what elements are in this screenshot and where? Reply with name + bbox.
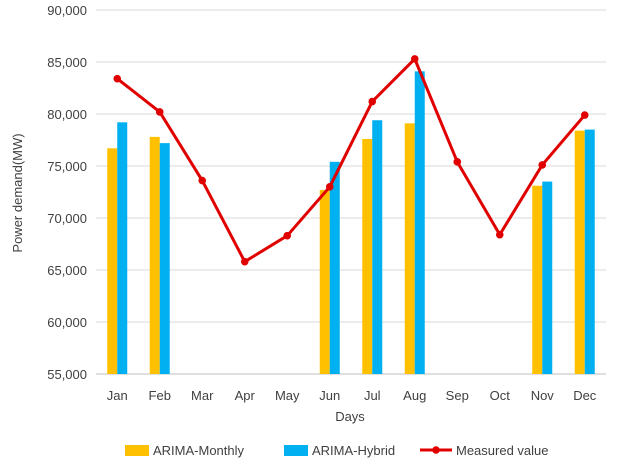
x-tick-label: Mar bbox=[191, 388, 214, 403]
y-tick-label: 80,000 bbox=[47, 107, 87, 122]
line-point bbox=[538, 161, 547, 169]
legend-label-measured-value: Measured value bbox=[456, 443, 549, 458]
line-point bbox=[368, 97, 377, 106]
bar-arima-hybrid bbox=[372, 120, 383, 375]
y-tick-label: 55,000 bbox=[47, 367, 87, 382]
x-tick-label: Aug bbox=[403, 388, 426, 403]
line-point bbox=[325, 183, 334, 191]
x-tick-label: Oct bbox=[490, 388, 511, 403]
y-tick-label: 85,000 bbox=[47, 55, 87, 70]
bar-arima-hybrid bbox=[414, 71, 425, 375]
x-axis-title: Days bbox=[335, 409, 365, 424]
line-point bbox=[113, 74, 122, 83]
grid-layer bbox=[96, 9, 606, 375]
legend: ARIMA-Monthly ARIMA-Hybrid Measured value bbox=[125, 443, 549, 458]
bar-arima-monthly bbox=[404, 123, 415, 374]
y-tick-label: 70,000 bbox=[47, 211, 87, 226]
y-tick-label: 65,000 bbox=[47, 263, 87, 278]
x-tick-label: Apr bbox=[235, 388, 256, 403]
bar-arima-hybrid bbox=[542, 181, 553, 374]
line-point bbox=[155, 108, 164, 116]
y-tick-label: 60,000 bbox=[47, 315, 87, 330]
bar-arima-monthly bbox=[574, 130, 585, 374]
x-tick-label: Jan bbox=[107, 388, 128, 403]
x-tick-label: Feb bbox=[149, 388, 171, 403]
series-line-measured-value bbox=[116, 57, 586, 264]
y-axis-title: Power demand(MW) bbox=[10, 133, 25, 252]
bar-arima-monthly bbox=[362, 138, 373, 374]
x-tick-label: Jun bbox=[319, 388, 340, 403]
legend-marker-measured-value bbox=[432, 446, 440, 454]
x-tick-label: Nov bbox=[531, 388, 555, 403]
y-tick-label: 75,000 bbox=[47, 159, 87, 174]
bar-arima-monthly bbox=[149, 136, 160, 374]
line-point bbox=[198, 176, 207, 185]
bar-arima-hybrid bbox=[329, 161, 340, 374]
line-point bbox=[240, 257, 249, 266]
x-axis-ticks: Jan Feb Mar Apr May Jun Jul Aug Sep Oct Nov Dec bbox=[107, 388, 597, 403]
x-tick-label: Jul bbox=[364, 388, 381, 403]
y-axis-ticks: 55,000 60,000 65,000 70,000 75,000 80,000 85,0… bbox=[47, 3, 87, 382]
bar-layer bbox=[107, 71, 595, 375]
bar-arima-hybrid bbox=[584, 129, 595, 374]
legend-swatch-arima-hybrid bbox=[284, 445, 308, 456]
bar-arima-monthly bbox=[107, 148, 118, 374]
y-tick-label: 90,000 bbox=[47, 3, 87, 18]
bar-arima-monthly bbox=[319, 189, 330, 374]
bar-arima-monthly bbox=[532, 185, 543, 374]
line-point bbox=[410, 55, 419, 63]
legend-label-arima-monthly: ARIMA-Monthly bbox=[153, 443, 245, 458]
bar-arima-hybrid bbox=[159, 143, 170, 374]
x-tick-label: Dec bbox=[573, 388, 597, 403]
line-point bbox=[495, 230, 504, 239]
line-point bbox=[453, 158, 462, 166]
line-layer bbox=[113, 55, 589, 266]
legend-label-arima-hybrid: ARIMA-Hybrid bbox=[312, 443, 395, 458]
line-point bbox=[283, 231, 292, 240]
x-tick-label: May bbox=[275, 388, 300, 403]
x-tick-label: Sep bbox=[446, 388, 469, 403]
bar-arima-hybrid bbox=[117, 122, 128, 374]
line-point bbox=[580, 111, 589, 119]
legend-swatch-arima-monthly bbox=[125, 445, 149, 456]
